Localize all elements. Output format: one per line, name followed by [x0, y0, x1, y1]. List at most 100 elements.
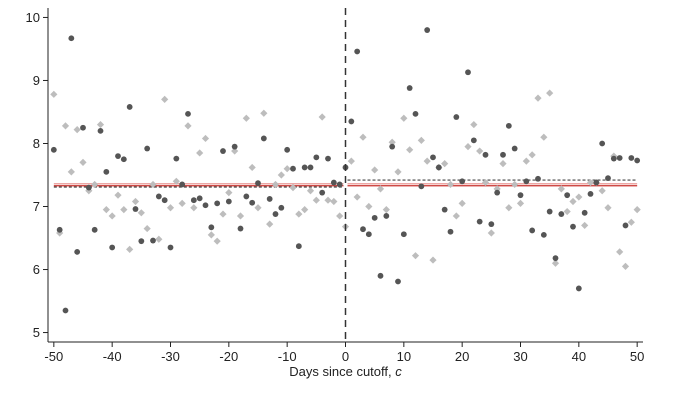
data-point-diamond	[406, 146, 414, 154]
x-tick-label: 0	[342, 349, 349, 364]
data-point-diamond	[50, 90, 58, 98]
data-point-circle	[529, 227, 536, 234]
data-point-circle	[74, 248, 81, 255]
data-point-diamond	[400, 114, 408, 122]
data-point-circle	[255, 180, 261, 187]
data-point-circle	[400, 231, 407, 238]
data-point-circle	[138, 238, 145, 245]
data-point-circle	[441, 206, 448, 213]
data-point-diamond	[429, 256, 437, 264]
data-point-diamond	[67, 168, 75, 176]
data-point-circle	[103, 168, 110, 175]
data-point-circle	[109, 244, 116, 251]
data-point-diamond	[353, 193, 361, 201]
data-point-diamond	[458, 199, 466, 207]
data-point-circle	[313, 154, 320, 161]
data-point-circle	[599, 140, 606, 147]
data-point-diamond	[312, 196, 320, 204]
data-point-diamond	[382, 206, 390, 214]
data-point-diamond	[522, 157, 530, 165]
data-point-diamond	[219, 210, 227, 218]
data-point-diamond	[621, 262, 630, 270]
data-point-diamond	[487, 229, 495, 237]
data-point-diamond	[91, 180, 99, 189]
data-point-circle	[535, 175, 541, 182]
data-point-diamond	[318, 113, 326, 121]
data-point-circle	[266, 196, 273, 202]
data-point-circle	[80, 124, 86, 131]
data-point-diamond	[61, 122, 70, 130]
data-point-diamond	[371, 166, 379, 174]
data-point-diamond	[306, 187, 315, 195]
data-point-circle	[558, 211, 565, 217]
data-point-diamond	[184, 122, 192, 130]
data-point-circle	[295, 243, 302, 250]
data-point-circle	[570, 223, 576, 230]
data-point-circle	[348, 118, 355, 125]
data-point-diamond	[575, 193, 583, 201]
data-point-circle	[634, 157, 641, 164]
data-point-diamond	[365, 202, 373, 211]
data-point-diamond	[114, 191, 122, 199]
data-point-circle	[155, 193, 162, 200]
data-point-circle	[85, 184, 92, 191]
data-point-circle	[564, 192, 571, 199]
data-point-diamond	[231, 147, 239, 155]
data-point-diamond	[476, 147, 484, 155]
data-point-circle	[56, 226, 63, 233]
data-point-diamond	[271, 180, 280, 189]
data-point-circle	[610, 155, 617, 162]
data-point-diamond	[598, 187, 606, 195]
data-point-circle	[453, 114, 460, 120]
data-point-diamond	[131, 197, 140, 206]
y-tick-label: 8	[33, 136, 40, 151]
data-points	[50, 27, 641, 314]
data-point-circle	[605, 175, 611, 182]
data-point-circle	[354, 48, 361, 55]
data-point-diamond	[137, 209, 145, 217]
data-point-circle	[470, 137, 477, 144]
data-point-diamond	[149, 180, 157, 189]
data-point-circle	[336, 181, 343, 188]
data-point-circle	[575, 285, 582, 292]
x-tick-label: 40	[572, 349, 586, 364]
data-point-diamond	[213, 237, 221, 245]
data-point-diamond	[481, 178, 490, 187]
data-point-diamond	[196, 149, 204, 157]
data-point-circle	[325, 155, 331, 162]
data-point-diamond	[441, 160, 449, 168]
data-point-circle	[50, 146, 57, 153]
data-point-circle	[465, 69, 471, 76]
data-point-diamond	[423, 157, 431, 165]
data-point-diamond	[254, 204, 262, 212]
x-tick-label: 50	[630, 349, 644, 364]
y-tick-label: 7	[33, 199, 40, 214]
x-tick-label: 20	[455, 349, 469, 364]
data-point-diamond	[446, 180, 455, 189]
data-point-circle	[406, 85, 413, 91]
data-point-diamond	[546, 89, 554, 97]
data-point-diamond	[534, 94, 542, 102]
data-point-circle	[249, 199, 256, 206]
data-point-diamond	[627, 218, 635, 226]
data-point-circle	[91, 226, 98, 233]
data-point-circle	[435, 164, 442, 171]
data-point-diamond	[470, 120, 478, 129]
data-point-diamond	[260, 109, 268, 117]
data-point-diamond	[120, 206, 128, 214]
data-point-circle	[115, 153, 121, 159]
data-point-circle	[383, 213, 390, 219]
data-point-diamond	[388, 138, 396, 146]
data-point-diamond	[236, 212, 245, 220]
data-point-diamond	[569, 197, 577, 206]
data-point-circle	[389, 143, 396, 150]
data-point-diamond	[207, 231, 215, 239]
data-point-circle	[126, 104, 133, 110]
data-point-circle	[494, 189, 501, 196]
data-point-circle	[97, 127, 104, 134]
data-point-diamond	[359, 133, 367, 141]
data-point-diamond	[324, 196, 332, 204]
data-point-circle	[377, 272, 384, 279]
data-point-circle	[511, 145, 518, 152]
